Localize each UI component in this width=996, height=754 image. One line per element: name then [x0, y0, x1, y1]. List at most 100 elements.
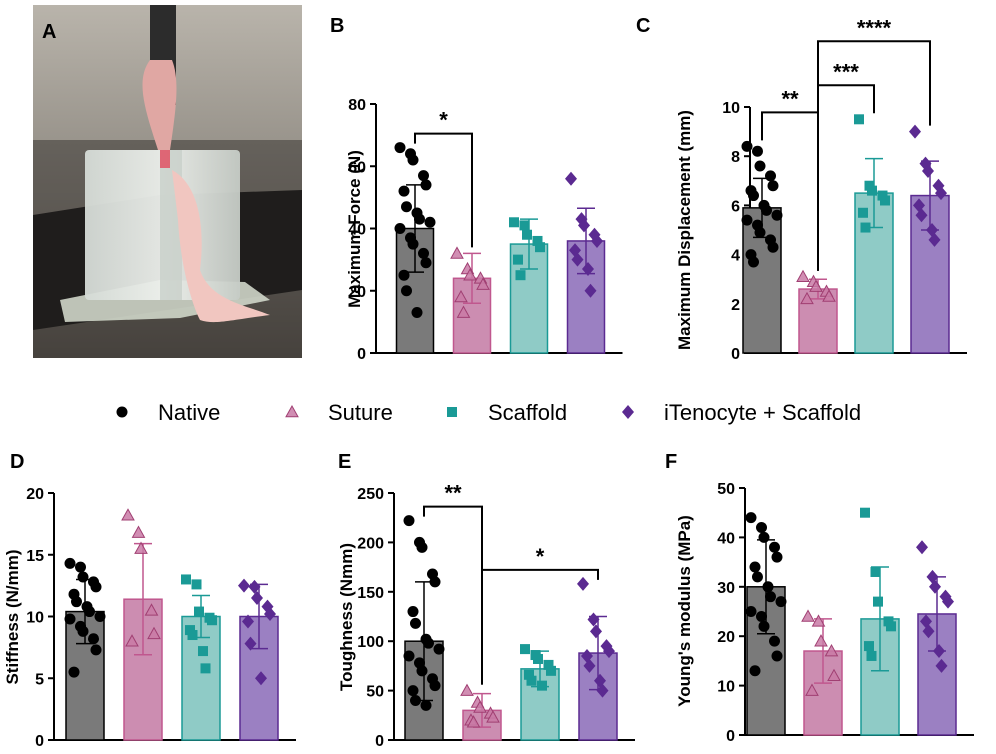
panel-label-D: D — [10, 451, 24, 473]
y-tick-label: 60 — [348, 159, 366, 176]
data-point — [407, 154, 419, 166]
data-point — [255, 671, 267, 686]
data-point — [915, 208, 928, 223]
chart-panel-D: D Stiffness (N/mm) 0 5 10 15 20 — [3, 451, 296, 750]
data-point — [524, 669, 534, 680]
data-point — [194, 606, 204, 617]
data-point — [864, 641, 874, 652]
data-point — [866, 650, 877, 661]
legend-marker — [447, 407, 457, 417]
data-point — [749, 561, 761, 573]
data-point — [200, 663, 211, 674]
data-point — [922, 163, 934, 178]
data-point — [420, 179, 432, 191]
y-tick-label: 0 — [375, 733, 384, 750]
y-tick-label: 250 — [357, 486, 384, 503]
data-point — [587, 612, 600, 627]
data-point — [765, 170, 776, 182]
data-point — [248, 579, 261, 594]
data-point — [416, 665, 428, 677]
data-point — [571, 252, 584, 267]
data-point — [756, 610, 767, 622]
data-point — [526, 675, 537, 686]
chart-panel-F: F Young's modulus (MPa) 0 10 20 30 40 50 — [665, 451, 974, 745]
data-point — [811, 614, 826, 627]
data-point — [424, 216, 436, 228]
data-point — [583, 658, 596, 673]
data-point — [870, 566, 881, 577]
data-point — [801, 609, 815, 622]
y-axis-title: Maximum Force (N) — [345, 150, 364, 308]
y-tick-label: 100 — [357, 634, 384, 651]
significance-label: ** — [781, 86, 799, 111]
y-tick-label: 80 — [348, 97, 366, 114]
data-point — [403, 515, 415, 527]
y-tick-label: 0 — [35, 733, 44, 750]
data-point — [522, 229, 532, 240]
data-point — [519, 220, 530, 231]
data-point — [584, 283, 597, 298]
panel-label-C: C — [636, 15, 650, 37]
data-point — [410, 617, 421, 629]
y-tick-label: 50 — [366, 684, 384, 701]
data-point — [596, 683, 609, 698]
data-point — [582, 261, 594, 276]
data-point — [805, 683, 819, 696]
y-tick-label: 0 — [731, 346, 740, 363]
data-point — [94, 611, 106, 622]
y-tick-label: 30 — [717, 580, 735, 597]
data-point — [64, 613, 76, 625]
data-point — [767, 241, 779, 253]
data-point — [809, 279, 823, 292]
data-point — [420, 257, 432, 269]
data-point — [769, 541, 780, 553]
y-tick-label: 2 — [731, 297, 740, 314]
panel-label-F: F — [665, 451, 677, 473]
data-point — [745, 606, 757, 617]
legend-item-itenocyte-scaffold: iTenocyte + Scaffold — [622, 400, 861, 425]
y-tick-label: 150 — [357, 585, 384, 602]
significance-bracket — [481, 568, 599, 685]
data-point — [749, 665, 761, 677]
data-point — [411, 307, 423, 319]
data-point — [909, 124, 921, 139]
y-tick-label: 20 — [348, 284, 366, 301]
data-point — [814, 634, 828, 647]
data-point — [64, 557, 76, 569]
legend-marker — [622, 405, 634, 419]
y-tick-label: 10 — [722, 100, 740, 117]
significance-bracket — [414, 132, 473, 248]
data-point — [407, 238, 419, 250]
y-axis-title: Maximum Displacement (mm) — [675, 110, 694, 350]
y-tick-label: 200 — [357, 535, 384, 552]
legend-label: Suture — [328, 400, 393, 425]
legend-item-native: Native — [116, 400, 220, 425]
significance-bracket — [817, 40, 931, 271]
data-point — [922, 624, 935, 639]
data-point — [476, 277, 490, 290]
significance-label: **** — [857, 15, 892, 40]
data-point — [591, 233, 603, 248]
data-point — [578, 218, 590, 233]
data-point — [756, 522, 767, 534]
data-point — [771, 551, 783, 563]
data-point — [769, 635, 780, 647]
data-point — [75, 561, 86, 573]
y-tick-label: 0 — [726, 728, 735, 745]
data-point — [758, 620, 770, 632]
data-point — [401, 201, 412, 213]
data-point — [90, 581, 102, 593]
data-point — [433, 643, 445, 655]
data-point — [933, 644, 945, 659]
y-tick-label: 50 — [717, 481, 735, 498]
data-point — [181, 574, 191, 585]
data-point — [418, 170, 429, 182]
y-tick-label: 0 — [357, 346, 366, 363]
data-point — [590, 624, 602, 639]
significance-label: ** — [444, 481, 462, 506]
data-point — [761, 204, 772, 216]
data-point — [822, 289, 836, 302]
data-point — [824, 643, 839, 657]
